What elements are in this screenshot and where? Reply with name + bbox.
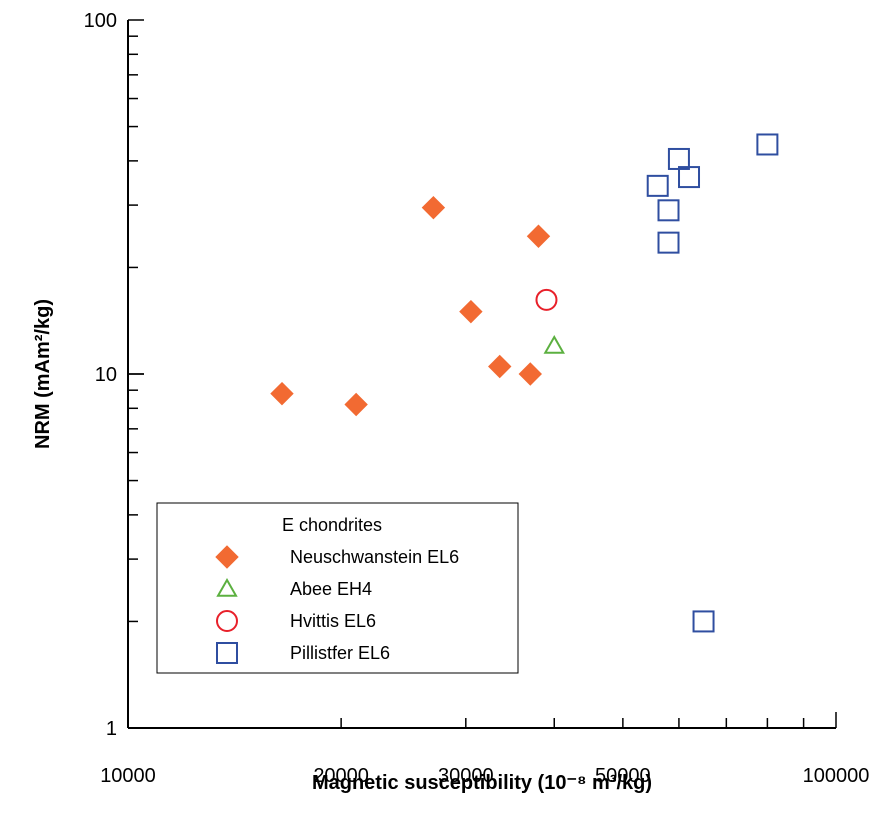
neuschwanstein-point (488, 354, 512, 379)
neuschwanstein-point (270, 381, 294, 406)
legend-marker-hvittis (216, 610, 238, 632)
x-tick-label: 50000 (595, 765, 651, 787)
y-tick-label: 10 (95, 364, 117, 386)
data-points (270, 133, 779, 633)
legend-marker-neuschwanstein (215, 545, 239, 569)
legend-label-pillistfer: Pillistfer EL6 (290, 643, 390, 663)
pillistfer-point (692, 610, 715, 633)
ticks (127, 19, 837, 729)
pillistfer-point (678, 166, 701, 189)
legend-marker-pillistfer (216, 642, 238, 664)
neuschwanstein-point (518, 362, 542, 386)
legend-label-abee: Abee EH4 (290, 579, 372, 599)
pillistfer-point (657, 231, 680, 254)
y-tick-label: 100 (84, 10, 117, 32)
pillistfer-point (756, 133, 779, 156)
legend-label-hvittis: Hvittis EL6 (290, 611, 376, 631)
pillistfer-point (657, 199, 680, 222)
x-tick-label: 100000 (803, 765, 870, 787)
y-tick-label: 1 (106, 718, 117, 740)
tick-labels: 10000 20000 30000 50000 100000 1 10 100 (84, 10, 870, 787)
neuschwanstein-point (421, 195, 446, 220)
legend-title: E chondrites (282, 515, 382, 535)
pillistfer-point (667, 147, 690, 170)
x-tick-label: 30000 (438, 765, 494, 787)
hvittis-point (535, 288, 558, 311)
x-axis-title: Magnetic susceptibility (10⁻⁸ m³/kg) (312, 772, 652, 794)
legend: E chondrites Neuschwanstein EL6 Abee EH4 H… (156, 502, 519, 674)
pillistfer-point (646, 174, 669, 197)
neuschwanstein-point (526, 224, 551, 248)
x-tick-label: 20000 (313, 765, 369, 787)
y-axis-title: NRM (mAm²/kg) (32, 299, 54, 449)
neuschwanstein-point (344, 392, 368, 417)
legend-marker-abee (216, 577, 238, 597)
neuschwanstein-point (459, 299, 483, 324)
abee-point (543, 334, 565, 354)
legend-label-neuschwanstein: Neuschwanstein EL6 (290, 547, 459, 567)
x-tick-label: 10000 (100, 765, 156, 787)
legend-items: Neuschwanstein EL6 Abee EH4 Hvittis EL6 Pil… (215, 545, 459, 664)
